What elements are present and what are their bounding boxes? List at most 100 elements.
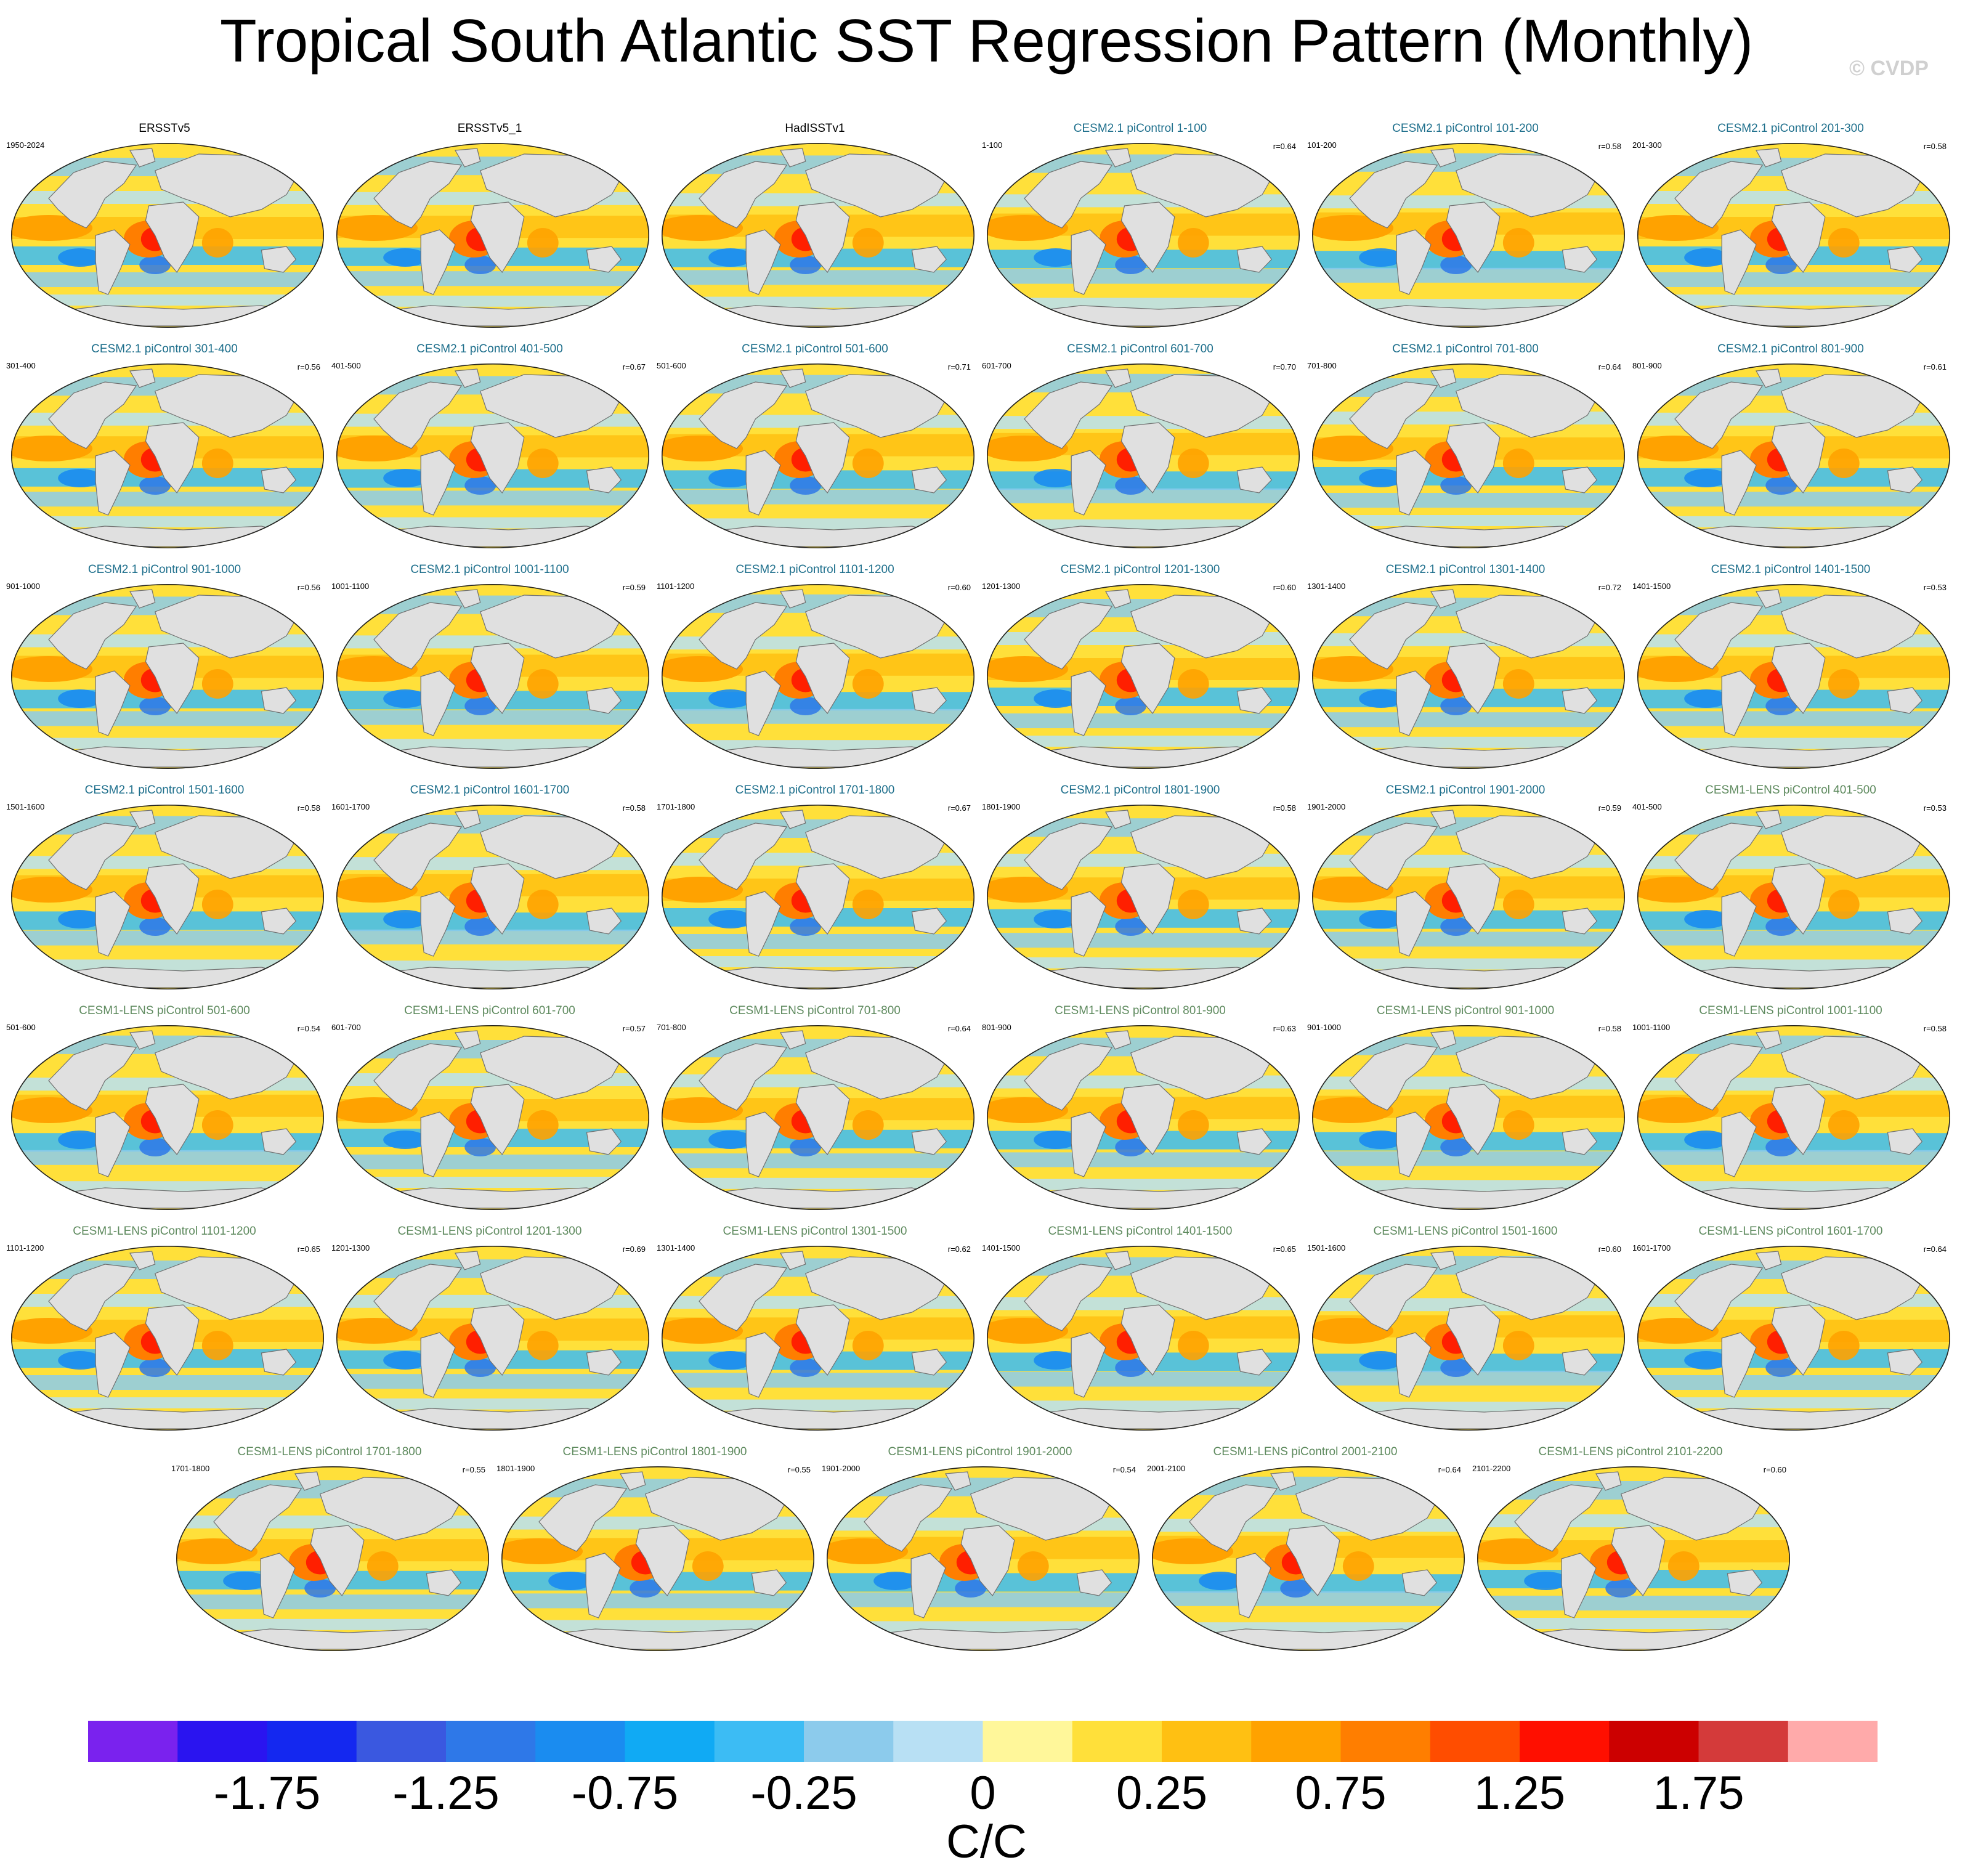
africa-shape: [1771, 201, 1826, 274]
africa-shape: [1446, 1304, 1501, 1376]
warm-pacific-anomaly: [1637, 215, 1719, 241]
colorbar-swatch: [1609, 1721, 1699, 1762]
eurasia-shape: [804, 153, 950, 217]
colorbar-tick-label: 0.75: [1295, 1767, 1387, 1819]
sst-band: [987, 957, 1300, 968]
australia-shape: [1236, 1349, 1273, 1376]
south-america-shape: [420, 450, 456, 516]
greenland-shape: [1105, 1030, 1132, 1050]
sst-band: [11, 930, 324, 946]
warm-indian-anomaly: [1828, 228, 1860, 258]
warm-indian-anomaly: [852, 1110, 884, 1140]
sst-band: [1637, 1375, 1950, 1390]
warm-pacific-anomaly: [1637, 877, 1719, 903]
antarctica-shape: [42, 305, 299, 327]
panel-years: 601-700: [982, 361, 1011, 370]
panel-years: 2101-2200: [1472, 1464, 1511, 1473]
map-panel: CESM2.1 piControl 1501-1600 1501-1600 r=0.…: [5, 784, 324, 993]
australia-shape: [1236, 466, 1273, 493]
map-border: [827, 1466, 1140, 1651]
panel-title: CESM2.1 piControl 101-200: [1392, 122, 1539, 135]
sst-band: [987, 1371, 1300, 1387]
africa-shape: [470, 1304, 525, 1376]
regression-map: [336, 1025, 649, 1210]
australia-shape: [261, 1128, 297, 1155]
cold-anomaly: [139, 256, 171, 274]
figure-title: Tropical South Atlantic SST Regression P…: [219, 7, 1754, 75]
sst-band: [336, 1374, 649, 1389]
map-panel: CESM2.1 piControl 1701-1800 1701-1800 r=0.…: [655, 784, 974, 993]
eurasia-shape: [1780, 1256, 1926, 1320]
africa-shape: [1771, 1084, 1826, 1156]
map-panel: CESM2.1 piControl 501-600 501-600 r=0.71: [655, 343, 974, 552]
warm-pacific-anomaly: [336, 1318, 418, 1344]
warm-indian-anomaly: [852, 228, 884, 258]
africa-shape: [145, 1084, 200, 1156]
africa-shape: [145, 863, 200, 935]
map-panel: CESM2.1 piControl 1101-1200 1101-1200 r=0.…: [655, 563, 974, 773]
eurasia-shape: [1130, 595, 1276, 659]
australia-shape: [586, 466, 622, 493]
sst-band: [987, 1400, 1300, 1412]
sst-band: [1637, 492, 1950, 507]
panel-correlation: r=0.60: [947, 583, 971, 592]
eurasia-shape: [1130, 153, 1276, 217]
sst-band: [336, 517, 649, 529]
greenland-shape: [945, 1471, 971, 1491]
cold-anomaly: [708, 248, 753, 267]
regression-map: [11, 584, 324, 769]
warm-pacific-anomaly: [662, 656, 743, 682]
sst-band: [662, 956, 974, 967]
eurasia-shape: [1780, 153, 1926, 217]
cold-anomaly: [1115, 476, 1147, 495]
map-panel: CESM2.1 piControl 1201-1300 1201-1300 r=0.…: [981, 563, 1300, 773]
greenland-shape: [1756, 1251, 1782, 1270]
south-america-shape: [745, 450, 781, 516]
panel-title: CESM2.1 piControl 801-900: [1717, 343, 1864, 355]
sst-band: [336, 295, 649, 307]
africa-shape: [1120, 422, 1175, 494]
north-america-shape: [1024, 822, 1113, 890]
panel-title: CESM2.1 piControl 301-400: [91, 343, 238, 355]
regression-map: [987, 143, 1300, 328]
eurasia-shape: [1130, 374, 1276, 438]
warm-pacific-anomaly: [987, 877, 1069, 903]
sst-band: [987, 1152, 1300, 1167]
colorbar-swatch: [982, 1721, 1073, 1762]
south-america-shape: [745, 670, 781, 736]
regression-map: [987, 1025, 1300, 1210]
warm-indian-anomaly: [852, 890, 884, 919]
greenland-shape: [129, 368, 156, 388]
map-panel: CESM2.1 piControl 1301-1400 1301-1400 r=0.…: [1306, 563, 1625, 773]
panel-years: 201-300: [1632, 140, 1662, 150]
africa-shape: [1120, 201, 1175, 274]
australia-shape: [1887, 1349, 1923, 1376]
south-america-shape: [1396, 1111, 1432, 1177]
warm-indian-anomaly: [1177, 228, 1209, 258]
warm-pacific-anomaly: [336, 656, 418, 682]
regression-map: [1477, 1466, 1790, 1651]
cold-anomaly: [383, 910, 427, 928]
warm-pacific-anomaly: [11, 877, 93, 903]
africa-shape: [1120, 1304, 1175, 1376]
north-america-shape: [699, 602, 788, 670]
panel-title: CESM1-LENS piControl 1001-1100: [1699, 1004, 1882, 1017]
greenland-shape: [1756, 810, 1782, 829]
map-panel: HadISSTv1: [655, 122, 974, 331]
antarctica-shape: [1018, 1408, 1275, 1429]
cold-anomaly: [1605, 1579, 1637, 1598]
australia-shape: [911, 908, 947, 935]
australia-shape: [586, 908, 622, 935]
cold-anomaly: [1440, 697, 1472, 715]
sst-band: [1637, 1397, 1950, 1408]
panel-correlation: r=0.62: [947, 1245, 971, 1254]
cold-anomaly: [790, 476, 822, 495]
panel-correlation: r=0.58: [1598, 1024, 1621, 1033]
north-america-shape: [699, 1264, 788, 1331]
warm-pacific-anomaly: [1637, 1097, 1719, 1123]
south-america-shape: [1396, 891, 1432, 957]
map-border: [1312, 363, 1625, 548]
map-border: [987, 363, 1300, 548]
warm-indian-anomaly: [1828, 1110, 1860, 1140]
eurasia-shape: [644, 1477, 790, 1541]
